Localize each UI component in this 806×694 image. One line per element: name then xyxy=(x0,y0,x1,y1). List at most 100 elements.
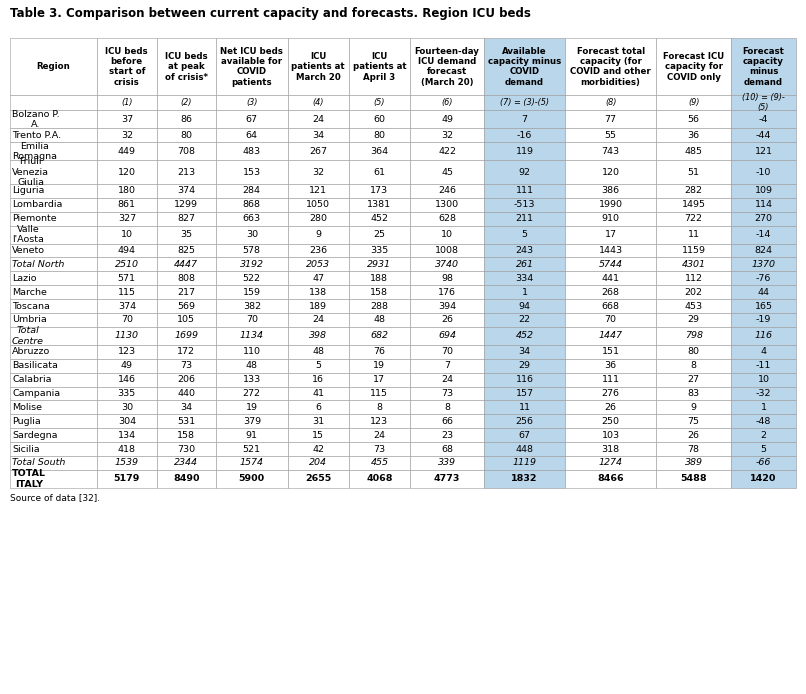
Text: 189: 189 xyxy=(310,302,327,310)
Bar xyxy=(565,387,656,400)
Bar xyxy=(156,299,216,313)
Text: 246: 246 xyxy=(438,187,456,195)
Bar xyxy=(484,212,565,226)
Bar xyxy=(349,442,410,456)
Bar xyxy=(484,198,565,212)
Text: Campania: Campania xyxy=(12,389,60,398)
Bar xyxy=(731,257,796,271)
Text: 26: 26 xyxy=(688,431,700,439)
Bar xyxy=(565,95,656,110)
Text: 64: 64 xyxy=(246,131,258,139)
Bar xyxy=(349,387,410,400)
Text: 1495: 1495 xyxy=(682,201,705,209)
Text: 339: 339 xyxy=(438,459,456,467)
Text: 153: 153 xyxy=(243,168,261,176)
Text: 1159: 1159 xyxy=(682,246,705,255)
Bar xyxy=(656,128,731,142)
Text: 32: 32 xyxy=(312,168,324,176)
Bar xyxy=(484,244,565,257)
Text: 243: 243 xyxy=(515,246,534,255)
Text: 80: 80 xyxy=(373,131,385,139)
Bar xyxy=(10,128,97,142)
Bar xyxy=(565,373,656,387)
Text: 30: 30 xyxy=(121,403,133,412)
Bar xyxy=(97,400,156,414)
Text: 19: 19 xyxy=(246,403,258,412)
Text: 824: 824 xyxy=(754,246,772,255)
Text: 485: 485 xyxy=(684,147,703,155)
Bar xyxy=(731,110,796,128)
Text: 11: 11 xyxy=(518,403,530,412)
Bar xyxy=(97,257,156,271)
Text: 256: 256 xyxy=(516,417,534,425)
Bar xyxy=(216,184,288,198)
Text: 151: 151 xyxy=(601,348,620,356)
Bar xyxy=(731,327,796,345)
Text: 10: 10 xyxy=(121,230,133,239)
Bar xyxy=(216,226,288,244)
Bar xyxy=(410,456,484,470)
Bar xyxy=(349,359,410,373)
Bar xyxy=(349,285,410,299)
Text: 165: 165 xyxy=(754,302,772,310)
Text: (10) = (9)-
(5): (10) = (9)- (5) xyxy=(742,93,785,112)
Bar xyxy=(156,198,216,212)
Bar xyxy=(156,359,216,373)
Text: 9: 9 xyxy=(315,230,322,239)
Text: 452: 452 xyxy=(516,332,534,340)
Text: 17: 17 xyxy=(604,230,617,239)
Text: 4773: 4773 xyxy=(434,475,460,483)
Bar xyxy=(565,110,656,128)
Text: -10: -10 xyxy=(756,168,771,176)
Bar xyxy=(410,428,484,442)
Bar xyxy=(288,373,349,387)
Text: 1381: 1381 xyxy=(368,201,392,209)
Text: -19: -19 xyxy=(756,316,771,324)
Text: 98: 98 xyxy=(441,274,453,282)
Text: 76: 76 xyxy=(373,348,385,356)
Bar xyxy=(156,184,216,198)
Bar xyxy=(10,400,97,414)
Bar xyxy=(216,442,288,456)
Text: 47: 47 xyxy=(312,274,324,282)
Text: 722: 722 xyxy=(684,214,703,223)
Bar xyxy=(731,285,796,299)
Bar xyxy=(97,184,156,198)
Bar xyxy=(410,160,484,184)
Text: (3): (3) xyxy=(246,99,257,107)
Text: Net ICU beds
available for
COVID
patients: Net ICU beds available for COVID patient… xyxy=(220,46,283,87)
Text: 394: 394 xyxy=(438,302,456,310)
Text: -4: -4 xyxy=(759,115,768,124)
Text: Abruzzo: Abruzzo xyxy=(12,348,50,356)
Bar xyxy=(10,470,97,488)
Text: 335: 335 xyxy=(370,246,388,255)
Bar xyxy=(410,373,484,387)
Text: 27: 27 xyxy=(688,375,700,384)
Text: 31: 31 xyxy=(312,417,324,425)
Text: 24: 24 xyxy=(312,115,324,124)
Text: 159: 159 xyxy=(243,288,261,296)
Text: 34: 34 xyxy=(181,403,193,412)
Text: 374: 374 xyxy=(118,302,136,310)
Text: Table 3. Comparison between current capacity and forecasts. Region ICU beds: Table 3. Comparison between current capa… xyxy=(10,7,530,20)
Text: 91: 91 xyxy=(246,431,258,439)
Bar xyxy=(97,212,156,226)
Text: 304: 304 xyxy=(118,417,136,425)
Text: 5: 5 xyxy=(521,230,527,239)
Text: 35: 35 xyxy=(181,230,193,239)
Text: 123: 123 xyxy=(370,417,388,425)
Bar xyxy=(656,400,731,414)
Bar xyxy=(410,95,484,110)
Text: 34: 34 xyxy=(312,131,324,139)
Text: 7: 7 xyxy=(444,362,450,370)
Text: 188: 188 xyxy=(371,274,388,282)
Text: 9: 9 xyxy=(691,403,696,412)
Bar xyxy=(216,142,288,160)
Bar xyxy=(156,128,216,142)
Bar xyxy=(156,470,216,488)
Text: 628: 628 xyxy=(438,214,456,223)
Text: 1119: 1119 xyxy=(513,459,537,467)
Text: 48: 48 xyxy=(312,348,324,356)
Bar xyxy=(410,142,484,160)
Bar xyxy=(410,212,484,226)
